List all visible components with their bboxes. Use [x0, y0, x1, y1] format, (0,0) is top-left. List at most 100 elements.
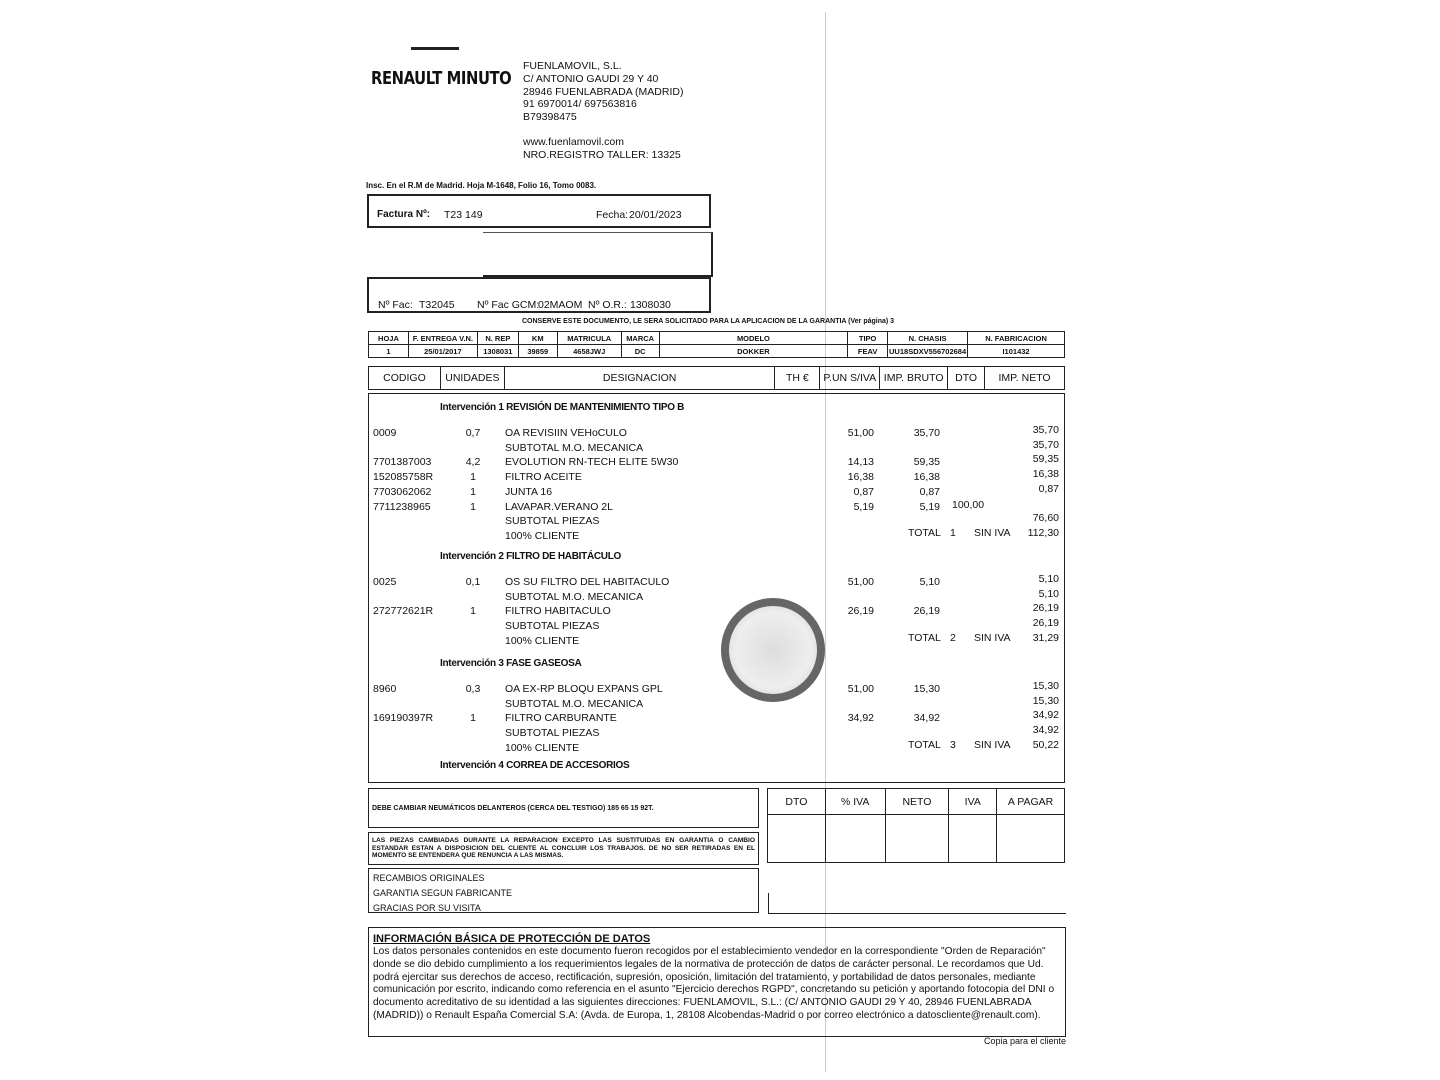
company-name: FUENLAMOVIL, S.L.: [523, 60, 622, 72]
item-code: 7701387003: [373, 456, 432, 469]
items-body: [368, 393, 1065, 783]
item-unit-price: 14,13: [847, 456, 874, 469]
factura-value: T23 149: [444, 209, 483, 221]
privacy-title: INFORMACIÓN BÁSICA DE PROTECCIÓN DE DATO…: [373, 933, 651, 945]
scan-fold-line: [825, 12, 826, 1072]
section-total-number: 3: [950, 738, 956, 751]
item-net: 5,10: [1038, 573, 1059, 585]
vv-km: 39859: [517, 344, 558, 358]
item-gross: 0,87: [919, 485, 940, 498]
item-net: 26,19: [1032, 617, 1059, 630]
col-codigo: CODIGO: [368, 366, 441, 390]
company-address: C/ ANTONIO GAUDI 29 Y 40: [523, 72, 659, 85]
tyre-note: DEBE CAMBIAR NEUMÁTICOS DELANTEROS (CERC…: [372, 805, 654, 812]
vehicle-table: HOJA F. ENTREGA V.N. N. REP KM MATRICULA…: [368, 331, 1065, 358]
item-units: 4,2: [465, 456, 481, 469]
section-title: Intervención 4 CORREA DE ACCESORIOS: [440, 760, 630, 771]
item-code: 0025: [373, 576, 397, 588]
recambios-line: RECAMBIOS ORIGINALES: [373, 873, 485, 883]
item-net: 26,19: [1032, 602, 1059, 615]
vv-matricula: 4658JWJ: [556, 344, 622, 358]
item-net: 0,87: [1038, 482, 1059, 495]
item-description: SUBTOTAL PIEZAS: [505, 620, 600, 633]
item-gross: 59,35: [913, 456, 940, 469]
vv-marca: DC: [620, 344, 660, 358]
item-unit-price: 51,00: [847, 576, 874, 588]
item-unit-price: 26,19: [847, 605, 874, 618]
company-city: 28946 FUENLABRADA (MADRID): [523, 85, 684, 98]
nfac-label: Nº Fac:: [378, 299, 413, 311]
item-description: LAVAPAR.VERANO 2L: [505, 500, 613, 513]
section-total-number: 2: [950, 631, 956, 644]
item-description: 100% CLIENTE: [505, 741, 580, 754]
vh-nrep: N. REP: [476, 331, 519, 345]
customer-box-redacted: [483, 232, 713, 277]
vv-entrega: 25/01/2017: [407, 344, 478, 358]
item-description: SUBTOTAL M.O. MECANICA: [505, 697, 644, 710]
tot-apagar: A PAGAR: [996, 788, 1065, 815]
item-description: 100% CLIENTE: [505, 529, 580, 542]
stamp-seal: [721, 598, 825, 702]
amount-box: [768, 893, 1066, 914]
section-total-siniva: SIN IVA: [974, 631, 1011, 644]
garantia-line: GARANTIA SEGUN FABRICANTE: [373, 888, 513, 898]
tot-iva: IVA: [948, 788, 998, 815]
section-title: Intervención 3 FASE GASEOSA: [440, 658, 582, 669]
item-units: 0,3: [465, 683, 481, 695]
col-designacion: DESIGNACION: [503, 366, 776, 390]
item-unit-price: 51,00: [847, 683, 874, 695]
section-total-value: 50,22: [1032, 738, 1059, 751]
item-description: OS SU FILTRO DEL HABITACULO: [505, 576, 670, 588]
gcm-label: Nº Fac GCM:: [477, 299, 540, 311]
vh-hoja: HOJA: [368, 331, 409, 345]
item-unit-price: 34,92: [847, 712, 874, 725]
item-gross: 26,19: [913, 605, 940, 618]
item-gross: 34,92: [913, 712, 940, 725]
copy-footer: Copia para el cliente: [983, 1036, 1066, 1046]
vv-chasis: UU18SDXV556702684: [887, 344, 969, 358]
parts-note-box: LAS PIEZAS CAMBIADAS DURANTE LA REPARACI…: [368, 832, 759, 865]
company-website: www.fuenlamovil.com: [523, 136, 624, 148]
vh-tipo: TIPO: [847, 331, 889, 345]
totals-table: DTO % IVA NETO IVA A PAGAR: [767, 788, 1065, 863]
vv-tipo: FEAV: [847, 344, 889, 358]
item-code: 272772621R: [373, 605, 434, 618]
item-description: EVOLUTION RN-TECH ELITE 5W30: [505, 456, 679, 469]
item-net: 35,70: [1032, 438, 1059, 451]
section-total-siniva: SIN IVA: [974, 526, 1011, 539]
vv-hoja: 1: [368, 344, 409, 358]
item-units: 1: [470, 500, 476, 513]
item-code: 8960: [373, 683, 397, 695]
vv-nrep: 1308031: [476, 344, 519, 358]
item-description: SUBTOTAL M.O. MECANICA: [505, 590, 644, 603]
company-info: FUENLAMOVIL, S.L. C/ ANTONIO GAUDI 29 Y …: [523, 60, 683, 124]
item-net: 15,30: [1032, 694, 1059, 707]
registro-taller: NRO.REGISTRO TALLER: 13325: [523, 149, 681, 161]
item-code: 0009: [373, 427, 397, 439]
closing-lines-box: RECAMBIOS ORIGINALES GARANTIA SEGUN FABR…: [368, 868, 759, 913]
section-total-value: 31,29: [1032, 631, 1059, 644]
item-description: OA EX-RP BLOQU EXPANS GPL: [505, 683, 663, 695]
item-description: OA REVISIIN VEHoCULO: [505, 427, 627, 439]
invoice-number-box: Factura Nº: T23 149 Fecha: 20/01/2023: [367, 194, 711, 228]
section-total-value: 112,30: [1027, 526, 1059, 539]
inscripcion: Insc. En el R.M de Madrid. Hoja M-1648, …: [366, 181, 597, 190]
tot-neto: NETO: [884, 788, 950, 815]
item-description: SUBTOTAL PIEZAS: [505, 727, 600, 740]
tyre-note-box: DEBE CAMBIAR NEUMÁTICOS DELANTEROS (CERC…: [368, 788, 759, 828]
gcm-value: 02MAOM: [538, 299, 583, 311]
item-units: 0,7: [465, 427, 481, 439]
or-label: Nº O.R.:: [588, 299, 627, 311]
item-description: 100% CLIENTE: [505, 634, 580, 647]
nfac-value: T32045: [419, 299, 455, 311]
vh-fabricacion: N. FABRICACION: [967, 331, 1065, 345]
section-title: Intervención 1 REVISIÓN DE MANTENIMIENTO…: [440, 402, 685, 413]
fecha-label: Fecha:: [596, 209, 629, 221]
col-dto: DTO: [947, 366, 986, 390]
item-gross: 5,10: [919, 576, 940, 588]
items-column-headers: CODIGO UNIDADES DESIGNACION TH € P.UN S/…: [368, 366, 1065, 390]
or-value: 1308030: [630, 299, 671, 311]
item-net: 76,60: [1032, 512, 1059, 525]
section-total-label: TOTAL: [908, 738, 941, 751]
item-net: 59,35: [1032, 453, 1059, 466]
